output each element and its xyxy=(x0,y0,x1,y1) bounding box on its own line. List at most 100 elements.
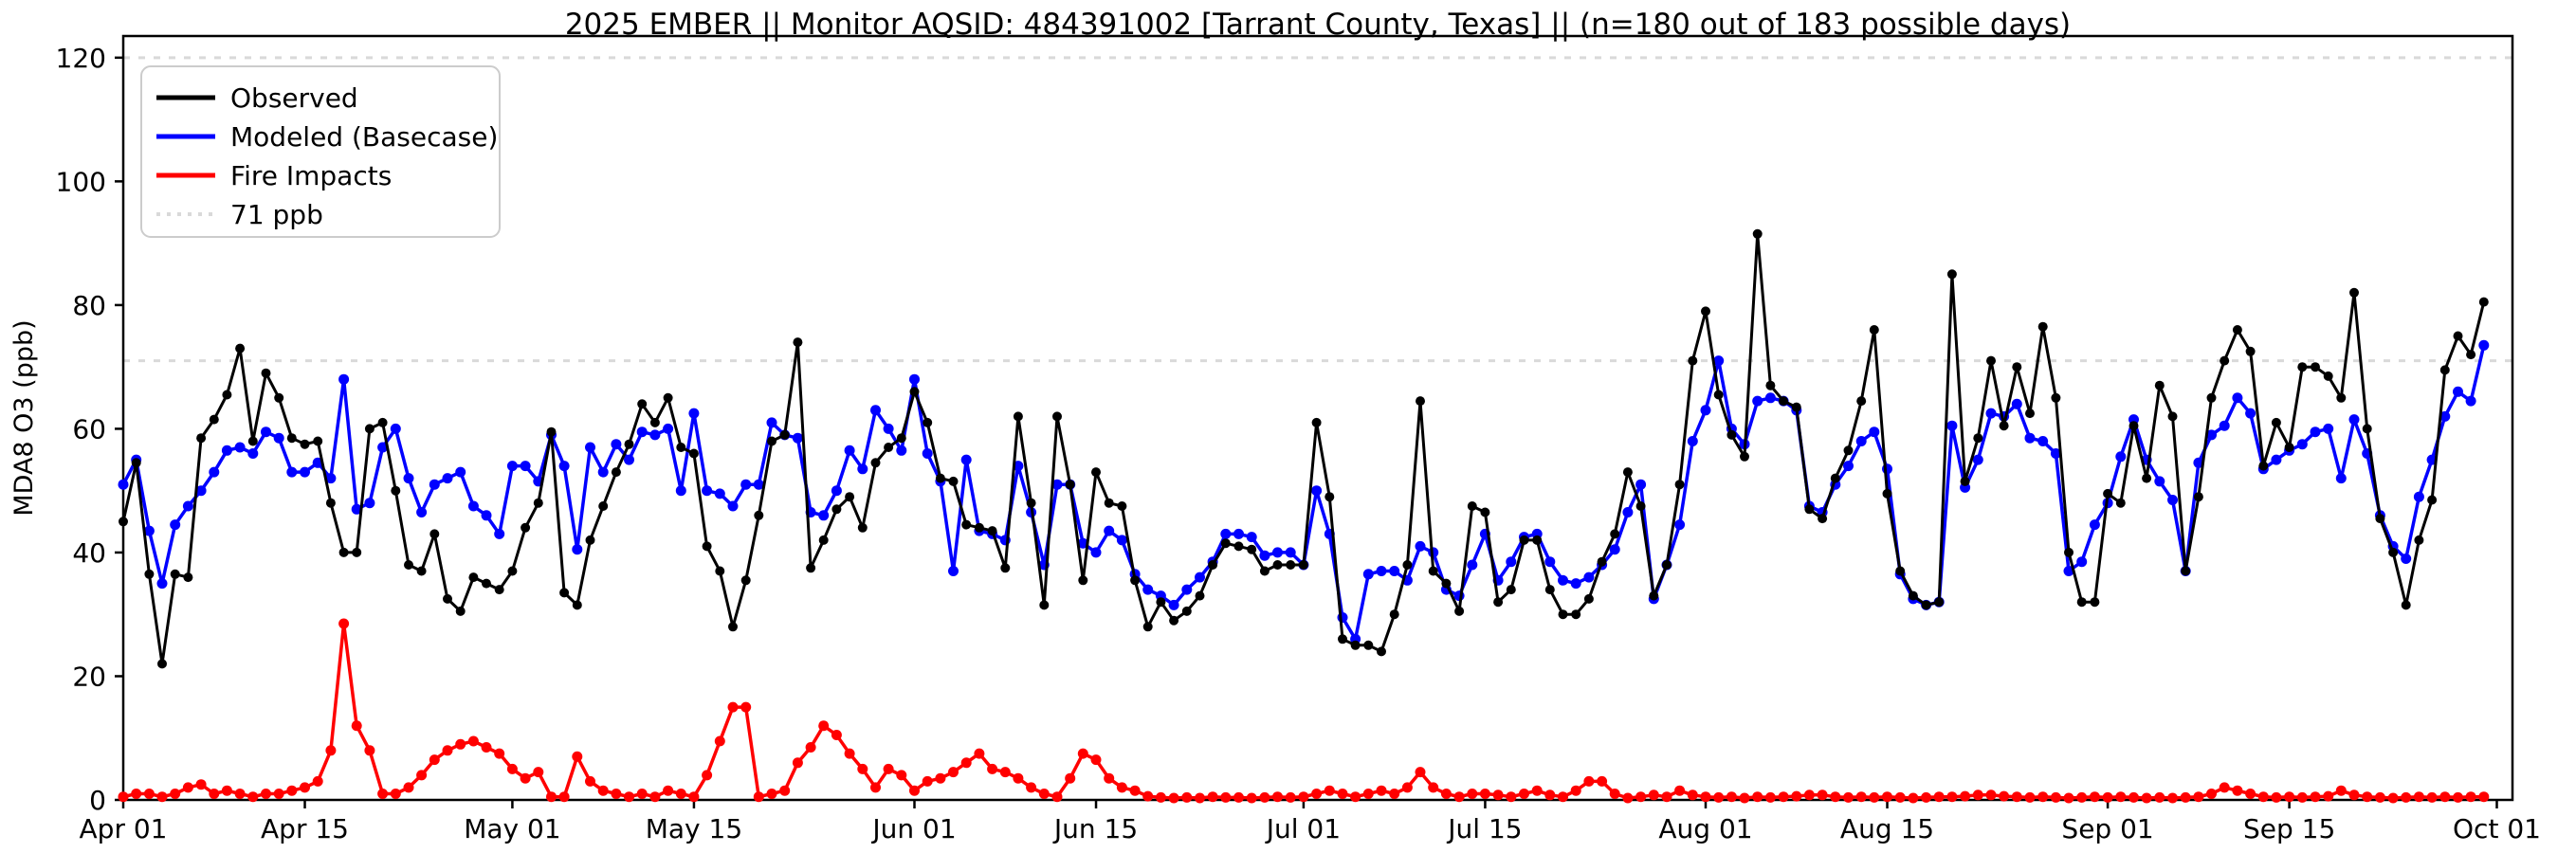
modeled-basecase--marker xyxy=(2245,408,2256,419)
modeled-basecase--marker xyxy=(831,485,842,497)
fire-impacts-marker xyxy=(688,791,700,803)
fire-impacts-marker xyxy=(1519,789,1529,799)
observed-marker xyxy=(2245,346,2256,356)
observed-marker xyxy=(870,458,881,468)
fire-impacts-marker xyxy=(1401,782,1413,793)
fire-impacts-marker xyxy=(273,789,284,799)
observed-marker xyxy=(1830,473,1840,483)
y-tick-label: 80 xyxy=(72,290,106,321)
modeled-basecase--marker xyxy=(1713,355,1725,367)
fire-impacts-marker xyxy=(1597,775,1608,787)
observed-marker xyxy=(183,572,193,583)
fire-impacts-marker xyxy=(195,779,207,790)
modeled-basecase--marker xyxy=(506,461,518,472)
observed-marker xyxy=(1104,498,1114,508)
fire-impacts-marker xyxy=(1428,782,1439,793)
modeled-basecase--marker xyxy=(156,578,168,590)
modeled-basecase--marker xyxy=(1609,544,1620,555)
fire-impacts-marker xyxy=(1337,789,1348,799)
observed-marker xyxy=(1195,590,1205,601)
observed-marker xyxy=(247,436,258,446)
observed-marker xyxy=(572,600,582,610)
observed-marker xyxy=(1325,492,1335,502)
observed-marker xyxy=(1377,646,1386,657)
observed-marker xyxy=(455,606,466,616)
observed-marker xyxy=(313,436,323,446)
modeled-basecase--marker xyxy=(1376,566,1387,576)
observed-marker xyxy=(598,501,609,511)
fire-impacts-marker xyxy=(857,763,868,774)
observed-marker xyxy=(818,535,829,545)
observed-marker xyxy=(754,510,764,520)
fire-impacts-marker xyxy=(2102,791,2113,803)
fire-impacts-marker xyxy=(1479,789,1490,799)
observed-marker xyxy=(974,522,984,533)
observed-marker xyxy=(2401,600,2411,610)
modeled-basecase--marker xyxy=(2219,420,2230,431)
modeled-basecase--marker xyxy=(273,432,284,444)
fire-impacts-marker xyxy=(131,789,142,799)
observed-marker xyxy=(2115,498,2126,508)
observed-marker xyxy=(2154,380,2165,390)
fire-impacts-marker xyxy=(1635,791,1647,803)
observed-marker xyxy=(416,566,427,576)
modeled-basecase--marker xyxy=(1116,535,1127,546)
fire-impacts-marker xyxy=(1985,789,1997,801)
modeled-basecase--marker xyxy=(170,519,181,531)
observed-marker xyxy=(1765,380,1776,390)
fire-impacts-marker xyxy=(766,789,777,799)
fire-impacts-marker xyxy=(1946,791,1958,803)
fire-impacts-marker xyxy=(1038,789,1050,799)
observed-marker xyxy=(131,458,141,468)
fire-impacts-marker xyxy=(1415,767,1426,778)
fire-impacts-marker xyxy=(922,775,933,787)
modeled-basecase--marker xyxy=(1415,540,1426,552)
fire-impacts-marker xyxy=(325,745,337,756)
modeled-basecase--marker xyxy=(2063,566,2074,576)
fire-impacts-marker xyxy=(844,748,855,759)
modeled-basecase--marker xyxy=(624,454,634,465)
x-tick-label: Jul 01 xyxy=(1265,813,1341,844)
modeled-basecase--marker xyxy=(1195,572,1205,583)
modeled-basecase--marker xyxy=(792,432,803,444)
fire-impacts-marker xyxy=(2387,792,2399,804)
fire-impacts-marker xyxy=(572,751,583,762)
fire-impacts-marker xyxy=(1869,791,1880,803)
observed-marker xyxy=(2220,355,2230,366)
observed-marker xyxy=(884,443,894,452)
modeled-basecase--marker xyxy=(2076,556,2088,568)
modeled-basecase--marker xyxy=(403,473,414,484)
observed-marker xyxy=(468,572,479,583)
fire-impacts-marker xyxy=(2024,791,2036,803)
fire-impacts-marker xyxy=(1026,782,1037,793)
modeled-basecase--marker xyxy=(1077,537,1088,549)
observed-marker xyxy=(352,547,362,557)
x-tick-label: Sep 15 xyxy=(2243,813,2335,844)
fire-impacts-marker xyxy=(649,791,661,803)
observed-marker xyxy=(1000,563,1011,573)
observed-marker xyxy=(144,569,155,579)
fire-impacts-marker xyxy=(1116,782,1127,793)
fire-impacts-marker xyxy=(1013,772,1024,784)
fire-impacts-marker xyxy=(1817,789,1828,801)
fire-impacts-marker xyxy=(2401,791,2412,803)
modeled-basecase--marker xyxy=(1051,479,1063,490)
modeled-basecase--marker xyxy=(2296,439,2308,450)
modeled-basecase--marker xyxy=(597,466,609,478)
observed-marker xyxy=(2439,365,2450,375)
observed-marker xyxy=(2103,488,2113,499)
observed-marker xyxy=(987,526,997,536)
fire-impacts-marker xyxy=(2348,789,2360,801)
modeled-basecase--marker xyxy=(558,461,570,472)
observed-marker xyxy=(261,368,271,378)
observed-marker xyxy=(2167,411,2178,422)
modeled-basecase--marker xyxy=(390,423,401,434)
fire-impacts-marker xyxy=(247,791,259,803)
fire-impacts-marker xyxy=(1609,789,1620,799)
observed-marker xyxy=(1934,597,1945,608)
fire-impacts-marker xyxy=(1492,789,1504,801)
modeled-basecase--marker xyxy=(2439,410,2451,422)
modeled-basecase--marker xyxy=(1622,507,1634,517)
fire-impacts-marker xyxy=(1687,789,1698,801)
